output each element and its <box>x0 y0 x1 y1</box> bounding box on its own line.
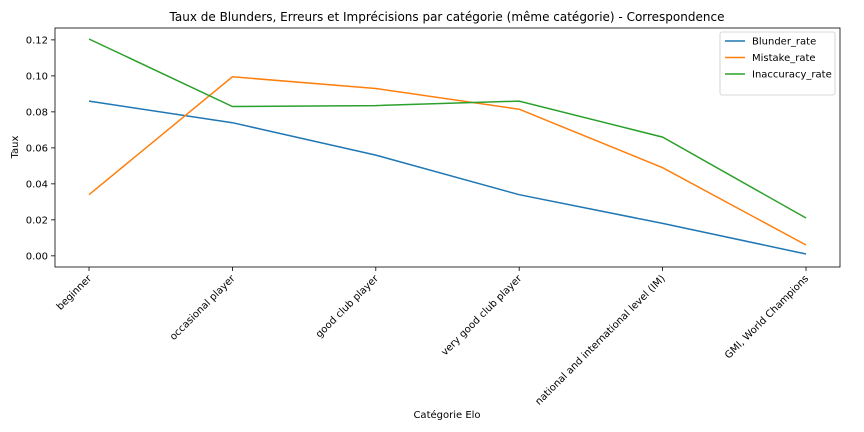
x-tick-label: good club player <box>314 273 382 341</box>
x-tick-label: national and international level (IM) <box>533 273 667 407</box>
y-tick-label: 0.00 <box>26 251 48 262</box>
y-tick-label: 0.10 <box>26 71 48 82</box>
legend: Blunder_rate Mistake_rate Inaccuracy_rate <box>719 31 836 96</box>
x-tick-label: GMI, World Champions <box>723 273 811 361</box>
y-axis-label: Taux <box>10 136 21 160</box>
series-line-mistake-rate <box>88 76 807 246</box>
x-tick-label: very good club player <box>439 273 524 358</box>
axis-ticks: 0.00 0.02 0.04 0.06 0.08 0.10 0.12 beginner occa… <box>26 35 811 407</box>
legend-entry: Blunder_rate <box>752 37 816 48</box>
x-tick-label: beginner <box>55 273 95 313</box>
y-tick-label: 0.04 <box>26 179 48 190</box>
chart-title: Taux de Blunders, Erreurs et Imprécision… <box>169 10 725 24</box>
y-tick-label: 0.12 <box>26 35 48 46</box>
legend-entry: Inaccuracy_rate <box>752 70 832 81</box>
plot-area <box>88 38 807 255</box>
series-line-blunder-rate <box>88 100 807 255</box>
y-tick-label: 0.02 <box>26 215 48 226</box>
legend-entry: Mistake_rate <box>752 53 816 64</box>
x-axis-label: Catégorie Elo <box>413 409 480 421</box>
legend-box <box>719 31 836 96</box>
series-line-inaccuracy-rate <box>88 38 807 219</box>
y-tick-label: 0.06 <box>26 143 48 154</box>
y-tick-label: 0.08 <box>26 107 48 118</box>
x-tick-label: occasional player <box>168 273 238 343</box>
